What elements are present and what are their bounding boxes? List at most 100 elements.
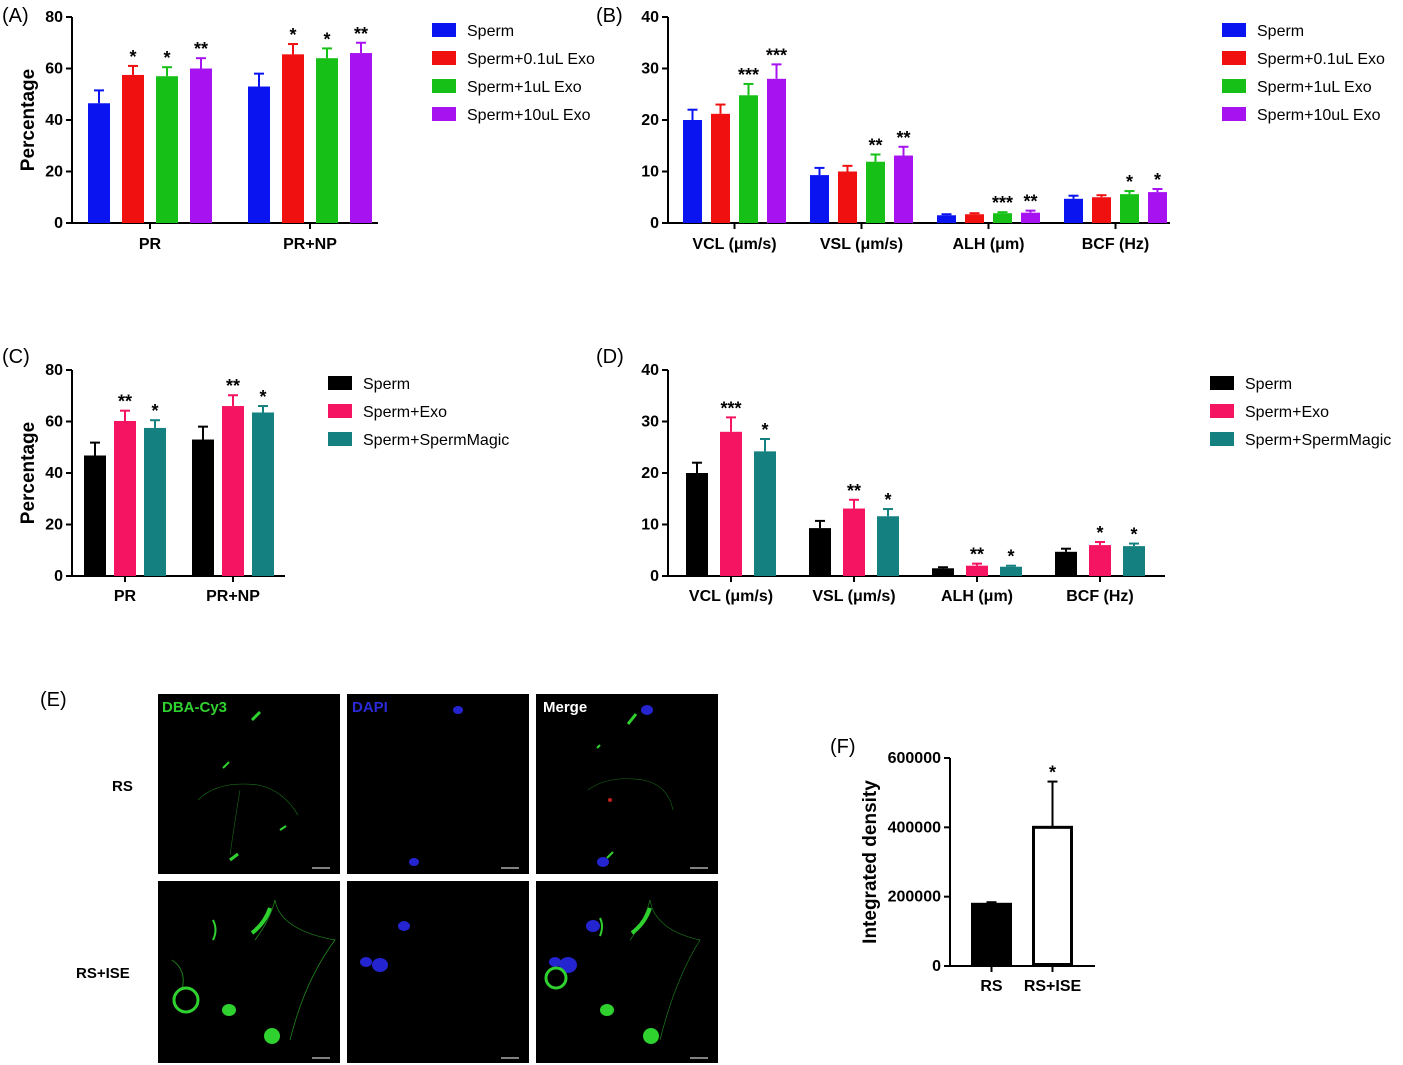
chart-c-y-axis-title: Percentage [18, 422, 39, 524]
chart-d-y-tick-label: 40 [641, 362, 659, 379]
chart-c-bar [84, 455, 106, 576]
chart-a-legend-swatch [432, 51, 456, 65]
chart-a-y-tick-label: 20 [45, 164, 63, 181]
chart-a-bar [350, 53, 372, 223]
chart-d-x-tick-label: VCL (μm/s) [689, 588, 773, 605]
chart-a-bar [316, 58, 338, 224]
micrograph-row-label-rsise: RS+ISE [76, 965, 130, 982]
chart-a-significance: * [163, 48, 170, 68]
chart-b-significance: ** [868, 136, 882, 156]
chart-b-significance: *** [766, 45, 787, 65]
chart-d-y-tick-label: 20 [641, 465, 659, 482]
chart-c-legend-label: Sperm [363, 376, 410, 393]
micrograph-row-label-rs: RS [112, 778, 133, 795]
chart-a-legend-label: Sperm [467, 23, 514, 40]
chart-f-y-tick-label: 600000 [888, 750, 941, 767]
chart-a-bar [156, 76, 178, 223]
rs-merge-signals [587, 705, 674, 867]
chart-d-significance: ** [847, 481, 861, 501]
rsise-dba-signals [171, 899, 336, 1044]
chart-d-x-tick-label: VSL (μm/s) [812, 588, 895, 605]
chart-a-legend-label: Sperm+10uL Exo [467, 107, 591, 124]
chart-b-x-tick-label: ALH (μm) [953, 236, 1025, 253]
chart-d-bar [966, 565, 988, 576]
chart-c-bar [252, 412, 274, 576]
chart-b-significance: *** [738, 65, 759, 85]
micrograph-rs-dapi [347, 694, 529, 874]
chart-c-bar [222, 406, 244, 576]
chart-b-significance: ** [1023, 192, 1037, 212]
chart-c-y-tick-label: 80 [45, 362, 63, 379]
chart-a-legend-label: Sperm+1uL Exo [467, 79, 582, 96]
chart-b-bar [1148, 192, 1167, 223]
chart-a-bar [282, 54, 304, 224]
chart-c-x-tick-label: PR [114, 588, 137, 605]
chart-c-legend-swatch [328, 432, 352, 446]
chart-d-bar [932, 568, 954, 576]
chart-b-y-tick-label: 40 [641, 9, 659, 26]
chart-b-significance: * [1126, 172, 1133, 192]
chart-d-bar [754, 451, 776, 576]
chart-b-legend-label: Sperm [1257, 23, 1304, 40]
micrograph-grid: DBA-Cy3 DAPI Merge RS RS+ISE [76, 694, 718, 1063]
chart-f-x-tick-label: RS [980, 978, 1003, 995]
rsise-merge-signals [544, 899, 701, 1044]
chart-a-legend-label: Sperm+0.1uL Exo [467, 51, 595, 68]
chart-b-bar [739, 95, 758, 223]
panel-label-f: (F) [830, 736, 856, 758]
rs-dapi-signals [409, 706, 463, 866]
chart-d-legend-label: Sperm+SpermMagic [1245, 432, 1391, 449]
chart-d-legend-label: Sperm [1245, 376, 1292, 393]
chart-a-bar [88, 103, 110, 223]
chart-c-bar [114, 420, 136, 576]
chart-a-legend-swatch [432, 79, 456, 93]
chart-c-legend-label: Sperm+SpermMagic [363, 432, 509, 449]
chart-d-significance: * [1096, 523, 1103, 543]
chart-a-significance: * [289, 25, 296, 45]
chart-c-y-tick-label: 60 [45, 414, 63, 431]
chart-c-y-tick-label: 20 [45, 517, 63, 534]
chart-d-significance: * [761, 420, 768, 440]
chart-d-bar [809, 528, 831, 576]
chart-b-x-tick-label: VSL (μm/s) [820, 236, 903, 253]
chart-d-bar [1123, 546, 1145, 576]
chart-a-legend-swatch [432, 23, 456, 37]
chart-f-bar [1032, 825, 1073, 966]
chart-b-y-tick-label: 20 [641, 112, 659, 129]
chart-b-x-tick-label: VCL (μm/s) [692, 236, 776, 253]
rsise-dapi-signals [360, 921, 410, 972]
chart-a-significance: ** [354, 24, 368, 44]
chart-b-bar [683, 120, 702, 223]
chart-b-legend-swatch [1222, 51, 1246, 65]
chart-d-significance: * [1007, 547, 1014, 567]
chart-f-y-tick-label: 0 [932, 958, 941, 975]
panel-label-a: (A) [2, 5, 29, 27]
chart-d-significance: ** [970, 545, 984, 565]
chart-f-x-tick-label: RS+ISE [1024, 978, 1082, 995]
chart-d-y-tick-label: 10 [641, 517, 659, 534]
chart-d-bar [686, 473, 708, 576]
chart-a-significance: ** [194, 39, 208, 59]
micrograph-header-dapi: DAPI [352, 699, 388, 716]
chart-c-legend-swatch [328, 376, 352, 390]
scale-bars [312, 867, 708, 1059]
chart-b-y-tick-label: 30 [641, 61, 659, 78]
panel-label-b: (B) [596, 5, 623, 27]
chart-b-legend-label: Sperm+10uL Exo [1257, 107, 1381, 124]
chart-c-legend-label: Sperm+Exo [363, 404, 447, 421]
chart-d-legend-swatch [1210, 376, 1234, 390]
chart-d-y-tick-label: 0 [650, 568, 659, 585]
chart-a-significance: * [129, 47, 136, 67]
chart-b-y-tick-label: 0 [650, 215, 659, 232]
chart-a-x-tick-label: PR [139, 236, 162, 253]
micrograph-rs-merge [536, 694, 718, 874]
chart-d-x-tick-label: BCF (Hz) [1066, 588, 1134, 605]
chart-a-y-tick-label: 60 [45, 61, 63, 78]
chart-c-significance: ** [226, 376, 240, 396]
chart-c-bar [192, 439, 214, 576]
chart-a-bar [248, 86, 270, 224]
